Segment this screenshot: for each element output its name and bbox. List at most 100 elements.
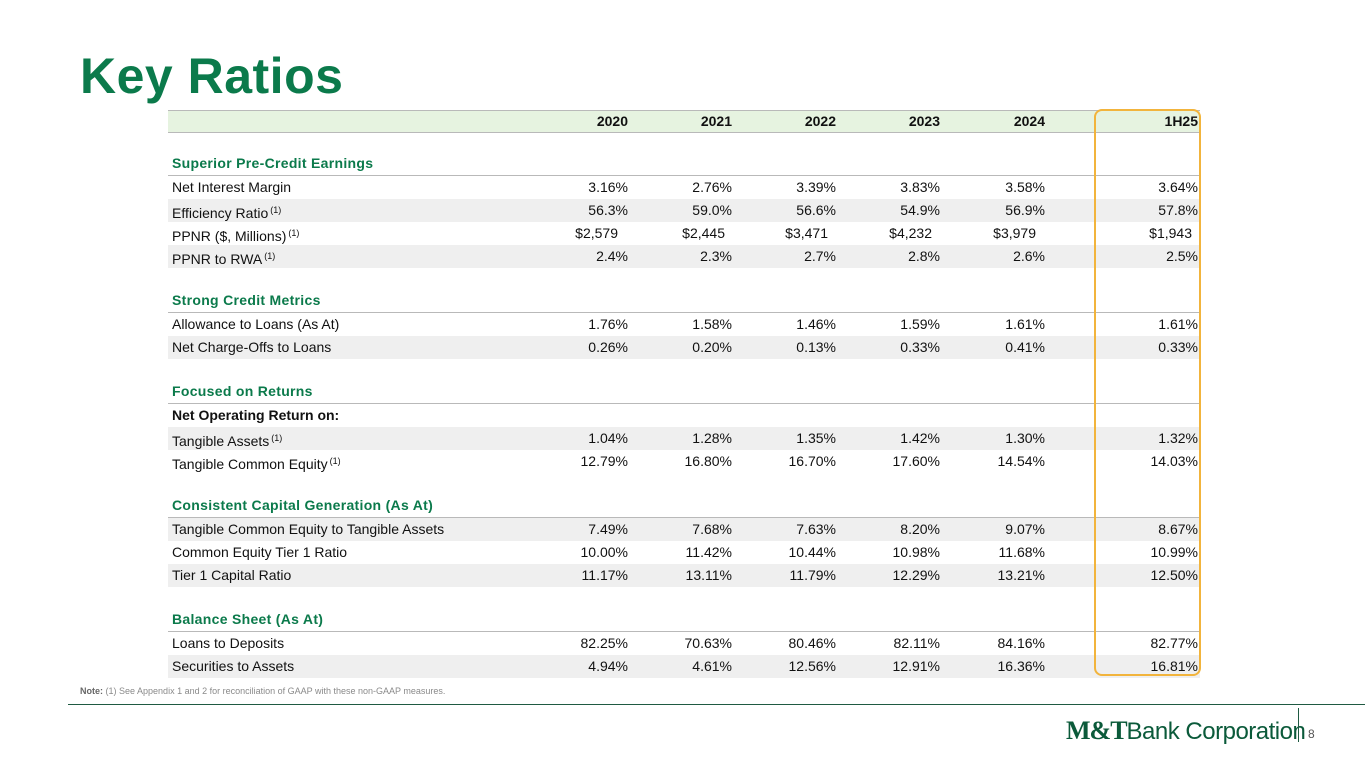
table-cell: 12.29% <box>892 567 940 583</box>
logo-divider <box>1298 708 1299 742</box>
table-cell: 12.56% <box>788 658 836 674</box>
table-row: Tangible Assets (1) 1.04% 1.28% 1.35% 1.4… <box>168 427 1200 450</box>
table-row: Net Operating Return on: <box>168 404 1200 427</box>
table-cell: $4,232 <box>889 225 932 241</box>
section-heading: Consistent Capital Generation (As At) <box>168 493 1200 518</box>
table-cell: 10.44% <box>788 544 836 560</box>
section-heading: Focused on Returns <box>168 379 1200 404</box>
table-cell: 56.3% <box>588 202 628 218</box>
table-cell: 10.98% <box>892 544 940 560</box>
column-header: 2020 <box>596 113 628 129</box>
table-cell: 1.32% <box>1158 430 1198 446</box>
table-cell: 80.46% <box>788 635 836 651</box>
table-cell: 4.61% <box>692 658 732 674</box>
table-cell: 13.21% <box>997 567 1045 583</box>
table-cell: $3,979 <box>993 225 1036 241</box>
page-title: Key Ratios <box>80 48 344 104</box>
table-cell: 2.3% <box>700 248 732 264</box>
table-cell: 1.59% <box>900 316 940 332</box>
table-cell: 17.60% <box>892 453 940 469</box>
table-cell: 9.07% <box>1005 521 1045 537</box>
table-cell: 16.36% <box>997 658 1045 674</box>
footnote-marker: (1) <box>271 433 283 443</box>
table-cell: 10.99% <box>1150 544 1198 560</box>
section-heading: Balance Sheet (As At) <box>168 607 1200 632</box>
table-cell: 16.80% <box>684 453 732 469</box>
table-cell: 1.42% <box>900 430 940 446</box>
table-row: Tangible Common Equity (1) 12.79% 16.80% … <box>168 450 1200 473</box>
table-cell: $1,943 <box>1149 225 1192 241</box>
table-row: Tier 1 Capital Ratio 11.17% 13.11% 11.79… <box>168 564 1200 587</box>
row-label: Efficiency Ratio (1) <box>172 205 282 221</box>
table-cell: 8.20% <box>900 521 940 537</box>
table-cell: 0.13% <box>796 339 836 355</box>
table-cell: 0.26% <box>588 339 628 355</box>
column-header: 2024 <box>1013 113 1045 129</box>
table-cell: 7.49% <box>588 521 628 537</box>
table-row: Efficiency Ratio (1) 56.3% 59.0% 56.6% 54… <box>168 199 1200 222</box>
table-cell: 14.54% <box>997 453 1045 469</box>
latest-period-highlight <box>1094 109 1201 676</box>
table-cell: 1.35% <box>796 430 836 446</box>
table-cell: 0.33% <box>900 339 940 355</box>
table-cell: 82.11% <box>893 635 940 651</box>
footnote-marker: (1) <box>270 205 282 215</box>
table-cell: 1.46% <box>796 316 836 332</box>
table-cell: 12.91% <box>892 658 940 674</box>
table-cell: 1.58% <box>692 316 732 332</box>
table-cell: 16.81% <box>1150 658 1198 674</box>
table-cell: 3.83% <box>900 179 940 195</box>
table-row: Net Interest Margin 3.16% 2.76% 3.39% 3.… <box>168 176 1200 199</box>
table-row: PPNR ($, Millions) (1) $2,579 $2,445 $3,4… <box>168 222 1200 245</box>
table-row: Net Charge-Offs to Loans 0.26% 0.20% 0.1… <box>168 336 1200 359</box>
table-cell: 3.39% <box>796 179 836 195</box>
table-cell: 59.0% <box>692 202 732 218</box>
table-cell: 4.94% <box>588 658 628 674</box>
table-cell: 82.77% <box>1150 635 1198 651</box>
footnote-marker: (1) <box>264 251 276 261</box>
table-cell: 7.63% <box>796 521 836 537</box>
table-cell: $2,579 <box>575 225 618 241</box>
section-heading: Superior Pre-Credit Earnings <box>168 151 1200 176</box>
table-cell: 2.7% <box>804 248 836 264</box>
table-row: Common Equity Tier 1 Ratio 10.00% 11.42%… <box>168 541 1200 564</box>
table-header-row: 2020 2021 2022 2023 2024 1H25 <box>168 110 1200 133</box>
table-cell: 82.25% <box>580 635 628 651</box>
table-row: Securities to Assets 4.94% 4.61% 12.56% … <box>168 655 1200 678</box>
table-cell: 11.42% <box>685 544 732 560</box>
column-header: 2022 <box>804 113 836 129</box>
table-cell: 54.9% <box>900 202 940 218</box>
row-label: Tangible Assets (1) <box>172 433 283 449</box>
table-cell: 11.68% <box>998 544 1045 560</box>
table-cell: 8.67% <box>1158 521 1198 537</box>
footer-divider <box>68 704 1365 705</box>
row-label: Allowance to Loans (As At) <box>172 316 340 332</box>
table-row: Loans to Deposits 82.25% 70.63% 80.46% 8… <box>168 632 1200 655</box>
table-cell: 7.68% <box>692 521 732 537</box>
table-cell: 12.79% <box>580 453 628 469</box>
row-label: Tangible Common Equity (1) <box>172 456 341 472</box>
column-header: 2023 <box>908 113 940 129</box>
table-row: Tangible Common Equity to Tangible Asset… <box>168 518 1200 541</box>
table-cell: 0.33% <box>1158 339 1198 355</box>
table-cell: 2.4% <box>596 248 628 264</box>
row-label: Tier 1 Capital Ratio <box>172 567 292 583</box>
table-cell: 11.17% <box>581 567 628 583</box>
table-cell: 1.76% <box>588 316 628 332</box>
row-label: Net Interest Margin <box>172 179 292 195</box>
company-logo: M&TBank Corporation <box>1066 716 1306 745</box>
footnote-marker: (1) <box>329 456 341 466</box>
table-cell: 12.50% <box>1150 567 1198 583</box>
table-cell: 70.63% <box>684 635 732 651</box>
page-number: 8 <box>1308 727 1315 741</box>
row-label: Net Charge-Offs to Loans <box>172 339 332 355</box>
table-cell: 2.76% <box>692 179 732 195</box>
table-cell: 3.64% <box>1158 179 1198 195</box>
footnote-marker: (1) <box>288 228 300 238</box>
table-cell: 1.04% <box>588 430 628 446</box>
table-cell: 2.6% <box>1013 248 1045 264</box>
table-cell: $2,445 <box>682 225 725 241</box>
table-cell: 2.5% <box>1166 248 1198 264</box>
table-cell: 56.6% <box>796 202 836 218</box>
table-row: Allowance to Loans (As At) 1.76% 1.58% 1… <box>168 313 1200 336</box>
